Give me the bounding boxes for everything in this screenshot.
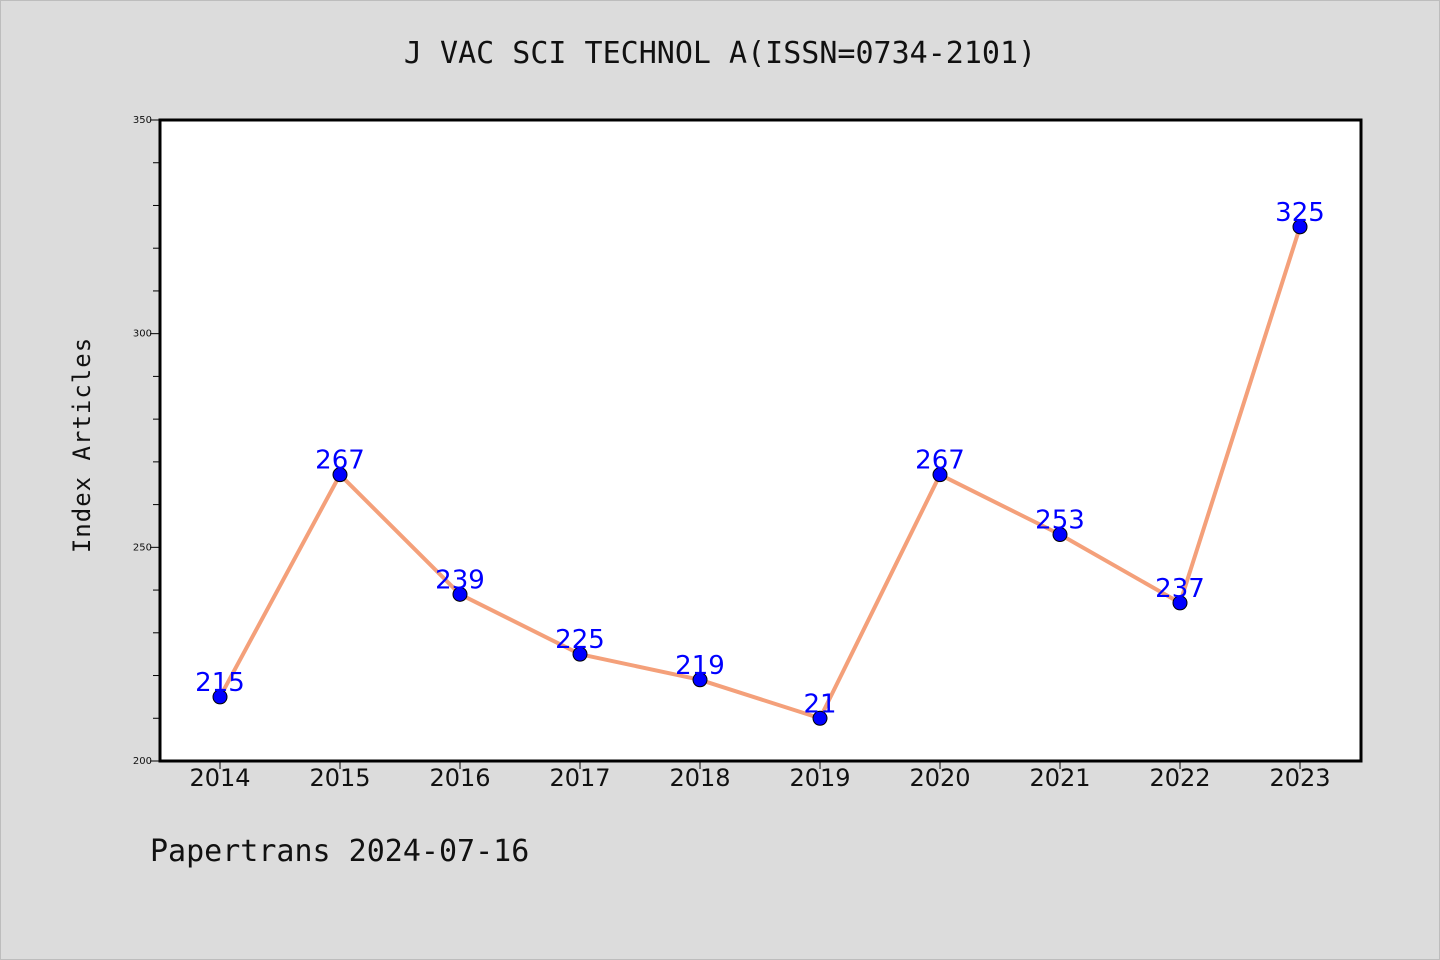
data-label: 253 <box>1035 506 1085 536</box>
x-tick-label: 2018 <box>669 764 730 792</box>
x-tick-label: 2020 <box>909 764 970 792</box>
data-label: 239 <box>435 565 485 595</box>
data-label: 237 <box>1155 574 1205 604</box>
y-tick-label: 200 <box>133 756 152 767</box>
x-tick-label: 2019 <box>789 764 850 792</box>
data-point <box>212 689 228 705</box>
data-point <box>932 467 948 483</box>
data-point <box>1292 219 1308 235</box>
data-label: 325 <box>1275 198 1325 228</box>
x-tick-label: 2015 <box>309 764 370 792</box>
y-tick-label: 350 <box>133 115 152 126</box>
x-tick-label: 2022 <box>1149 764 1210 792</box>
data-point <box>692 672 708 688</box>
data-point <box>812 710 828 726</box>
y-tick-label: 250 <box>133 542 152 553</box>
data-point <box>1052 527 1068 543</box>
data-label: 267 <box>915 446 965 476</box>
chart-title: J VAC SCI TECHNOL A(ISSN=0734-2101) <box>403 36 1037 71</box>
x-tick-label: 2014 <box>189 764 250 792</box>
data-point <box>452 586 468 602</box>
x-tick-label: 2016 <box>429 764 490 792</box>
data-label: 219 <box>675 651 725 681</box>
plot-background <box>160 120 1361 761</box>
data-point <box>332 467 348 483</box>
data-label: 267 <box>315 446 365 476</box>
data-label: 215 <box>195 668 245 698</box>
y-tick-label: 300 <box>133 329 152 340</box>
x-tick-label: 2021 <box>1029 764 1090 792</box>
x-tick-label: 2017 <box>549 764 610 792</box>
data-point <box>1172 595 1188 611</box>
data-label: 21 <box>803 689 836 719</box>
footer-credit: Papertrans 2024-07-16 <box>150 834 530 869</box>
plot-border <box>158 118 1363 763</box>
series-line <box>218 226 1302 721</box>
data-point <box>572 646 588 662</box>
data-label: 225 <box>555 625 605 655</box>
x-tick-label: 2023 <box>1269 764 1330 792</box>
